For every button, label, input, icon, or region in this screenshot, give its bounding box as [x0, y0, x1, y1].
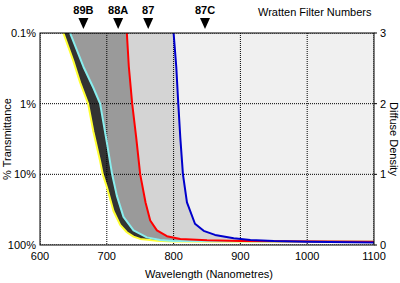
plot-frame — [40, 33, 374, 245]
filter-area — [127, 33, 374, 242]
filter-curve — [127, 33, 374, 242]
filter-marker — [200, 18, 210, 29]
y2-tick-label: 3 — [380, 27, 386, 39]
chart-title: Wratten Filter Numbers — [258, 6, 372, 18]
plot-area — [40, 33, 374, 245]
filter-curve — [70, 33, 374, 242]
y2-tick — [374, 174, 377, 175]
x-axis-title: Wavelength (Nanometres) — [145, 268, 273, 280]
y2-tick — [374, 33, 377, 34]
y-tick-label: 100% — [8, 239, 36, 251]
plot-background — [40, 33, 374, 245]
y-grid-line — [40, 174, 374, 175]
y-tick-label: 0.1% — [11, 27, 36, 39]
filter-marker — [113, 18, 123, 29]
x-tick-label: 600 — [31, 250, 49, 262]
y2-axis-title: Diffuse Density — [388, 102, 400, 176]
filter-area — [70, 33, 374, 242]
y-grid-line — [40, 103, 374, 104]
y-tick-label: 10% — [14, 168, 36, 180]
filter-label: 88A — [108, 4, 128, 16]
filter-area — [63, 33, 374, 242]
filter-area — [174, 33, 374, 242]
y2-tick-label: 0 — [380, 239, 386, 251]
filter-curve — [63, 33, 374, 242]
filter-label: 87C — [195, 4, 215, 16]
x-tick-label: 700 — [98, 250, 116, 262]
filter-marker — [78, 18, 88, 29]
x-grid-line — [240, 33, 241, 245]
y-tick-label: 1% — [20, 98, 36, 110]
x-tick-label: 1100 — [362, 250, 386, 262]
y2-tick — [374, 103, 377, 104]
filter-curve — [174, 33, 374, 242]
y-axis-title: % Transmittance — [1, 98, 13, 180]
y2-tick-label: 1 — [380, 168, 386, 180]
filter-label: 87 — [142, 4, 154, 16]
y2-tick — [374, 245, 377, 246]
filter-marker — [143, 18, 153, 29]
x-grid-line — [307, 33, 308, 245]
y2-tick-label: 2 — [380, 98, 386, 110]
x-grid-line — [173, 33, 174, 245]
x-tick-label: 1000 — [295, 250, 319, 262]
chart: 600 700 800 900 1000 1100 0.1% 1% 10% 100% 0 1 2 3 Wav… — [0, 0, 400, 283]
x-tick-label: 900 — [231, 250, 249, 262]
x-tick-label: 800 — [164, 250, 182, 262]
filter-label: 89B — [73, 4, 93, 16]
